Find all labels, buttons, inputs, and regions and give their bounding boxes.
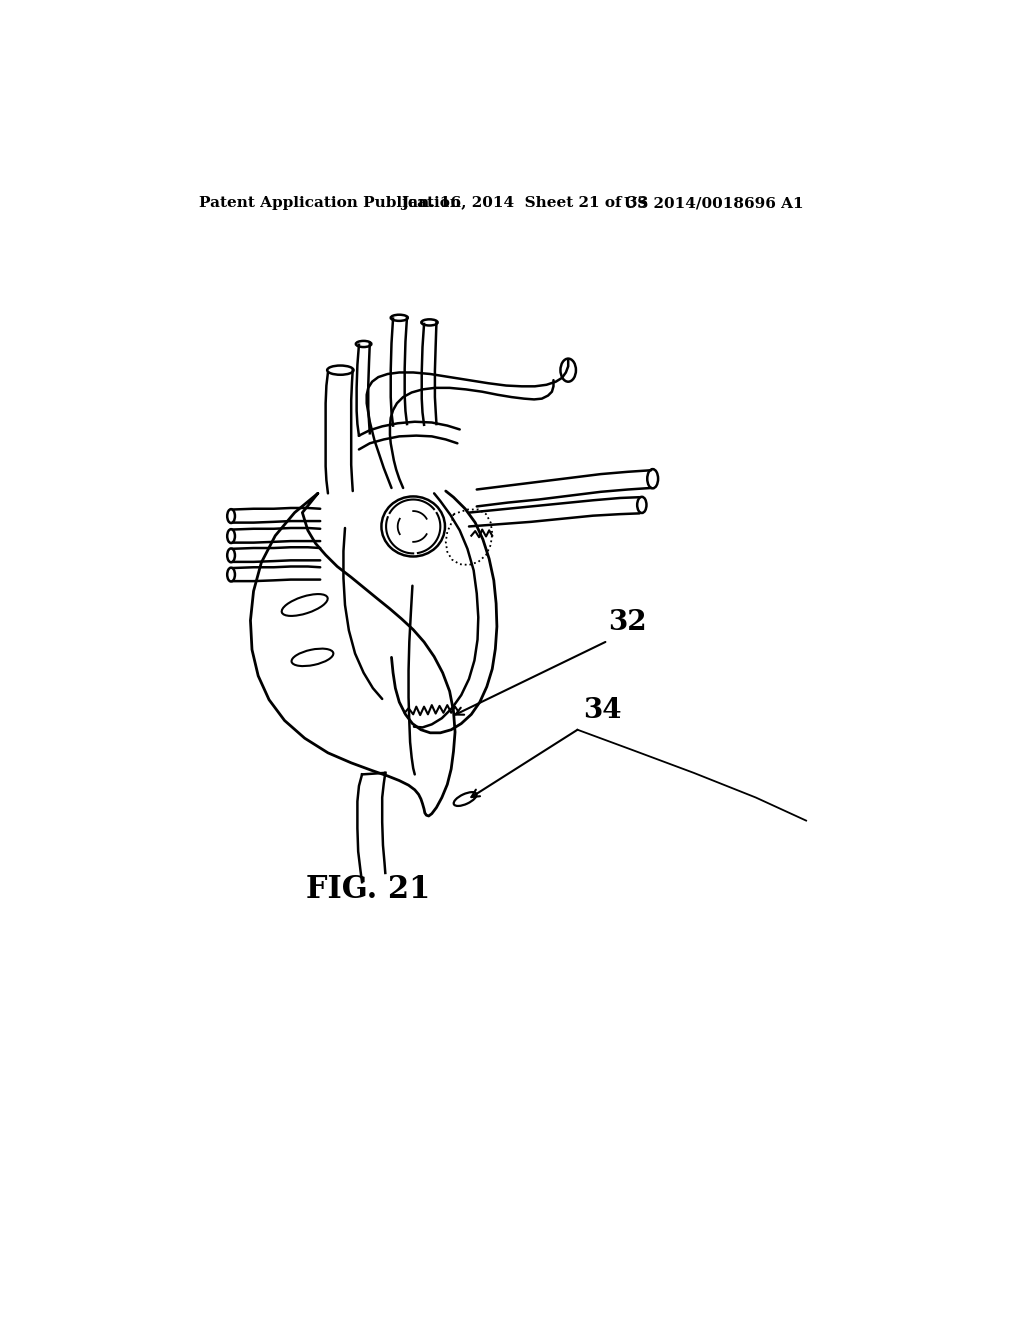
Text: 32: 32 bbox=[608, 609, 647, 636]
Text: Patent Application Publication: Patent Application Publication bbox=[200, 197, 461, 210]
Text: 34: 34 bbox=[583, 697, 622, 723]
Text: US 2014/0018696 A1: US 2014/0018696 A1 bbox=[624, 197, 804, 210]
Text: Jan. 16, 2014  Sheet 21 of 33: Jan. 16, 2014 Sheet 21 of 33 bbox=[400, 197, 648, 210]
Text: FIG. 21: FIG. 21 bbox=[306, 874, 430, 906]
